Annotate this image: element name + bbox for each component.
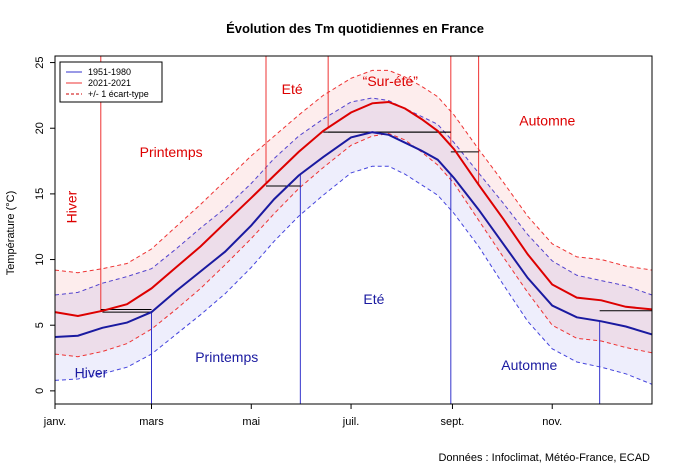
band-fill-1: [55, 70, 652, 357]
band-lower-0: [54, 165, 653, 385]
y-tick-label-3: 15: [34, 188, 46, 200]
x-tick-label-2: mai: [242, 416, 260, 428]
season-label-7: Eté: [363, 291, 384, 307]
season-label-1: Printemps: [140, 144, 203, 160]
season-label-2: Eté: [282, 81, 303, 97]
x-tick-label-1: mars: [139, 416, 164, 428]
y-tick-label-2: 10: [34, 253, 46, 265]
season-label-6: Printemps: [195, 349, 258, 365]
y-tick-label-5: 25: [34, 56, 46, 68]
series-line-0: [54, 131, 653, 338]
y-axis-label: Température (°C): [5, 191, 17, 275]
season-label-8: Automne: [501, 357, 557, 373]
band-lower-1: [54, 132, 653, 358]
axes: 0 5 10 15 20 25 janv. mars mai juil. sept. nov.: [34, 55, 653, 428]
season-label-4: Automne: [519, 113, 575, 129]
band-fill-0: [55, 98, 652, 385]
season-label-3: “Sur-été”: [363, 73, 419, 89]
season-label-0: Hiver: [63, 190, 79, 223]
chart-title: Évolution des Tm quotidiennes en France: [226, 21, 484, 36]
season-annotations: Hiver Printemps Eté “Sur-été” Automne Hiver Pr…: [63, 73, 575, 381]
std-bands: [54, 69, 653, 385]
series-lines: [54, 100, 653, 338]
x-tick-label-5: nov.: [542, 416, 562, 428]
source-note: Données : Infoclimat, Météo-France, ECAD: [438, 452, 650, 464]
y-tick-label-0: 0: [34, 388, 46, 394]
plot-frame: [54, 55, 653, 405]
season-label-5: Hiver: [75, 365, 108, 381]
y-tick-label-1: 5: [34, 322, 46, 328]
x-tick-label-4: sept.: [441, 416, 465, 428]
x-tick-label-0: janv.: [43, 416, 66, 428]
band-upper-1: [54, 69, 653, 274]
x-tick-label-3: juil.: [342, 416, 360, 428]
legend-label-1: 2021-2021: [88, 78, 131, 88]
series-line-1: [54, 100, 653, 318]
y-tick-label-4: 20: [34, 122, 46, 134]
legend-box: [59, 61, 163, 103]
legend-label-0: 1951-1980: [88, 67, 131, 77]
legend-label-2: +/- 1 écart-type: [88, 89, 149, 99]
